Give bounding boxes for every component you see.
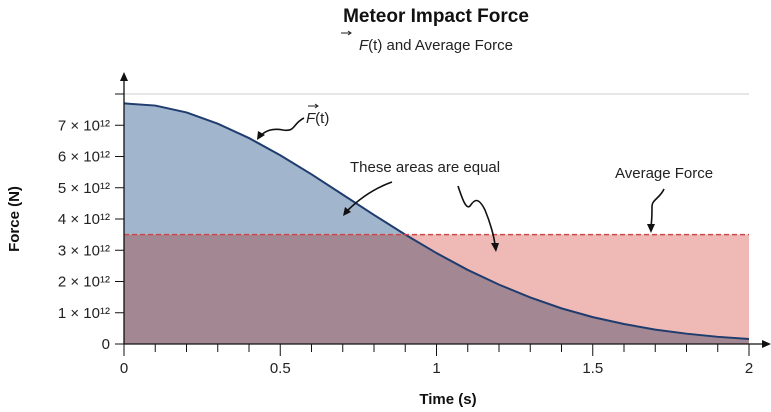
y-tick-label: 2 × 10¹² [58,274,110,291]
average-force-arrowhead-icon [647,224,655,233]
y-tick-label: 4 × 10¹² [58,211,110,228]
average-force-arrow-icon [650,188,665,227]
areas-equal-label: These areas are equal [350,159,500,176]
curve-label: F(t) [306,110,329,127]
x-axis-label: Time (s) [419,391,476,408]
curve-label-arrow-icon [258,117,305,138]
x-tick-label: 1 [432,360,440,377]
chart-subtitle: F(t) and Average Force [359,37,513,54]
y-tick-label: 0 [102,336,110,353]
x-axis-arrow-icon [762,340,771,348]
y-axis-label: Force (N) [6,186,23,252]
y-axis-arrow-icon [120,72,128,81]
chart-title: Meteor Impact Force [343,6,529,27]
areas-equal-arrowhead-right-icon [491,243,499,252]
y-tick-label: 1 × 10¹² [58,305,110,322]
x-tick-label: 0 [120,360,128,377]
areas-equal-arrowhead-left-icon [343,207,351,216]
areas-equal-arrow-right-icon [457,185,496,246]
curve-label-vector-arrow-icon [308,103,319,109]
y-tick-label: 3 × 10¹² [58,242,110,259]
subtitle-vector-arrow-icon [341,30,352,36]
x-tick-label: 1.5 [582,360,603,377]
y-tick-label: 7 × 10¹² [58,117,110,134]
areas-equal-arrow-left-icon [346,181,393,212]
x-tick-label: 2 [745,360,753,377]
average-force-label: Average Force [615,165,713,182]
y-tick-label: 5 × 10¹² [58,180,110,197]
x-tick-label: 0.5 [270,360,291,377]
area-overlap [124,234,749,344]
force-curve-line [123,102,750,340]
curve-label-arrowhead-icon [257,131,265,140]
y-tick-label: 6 × 10¹² [58,149,110,166]
